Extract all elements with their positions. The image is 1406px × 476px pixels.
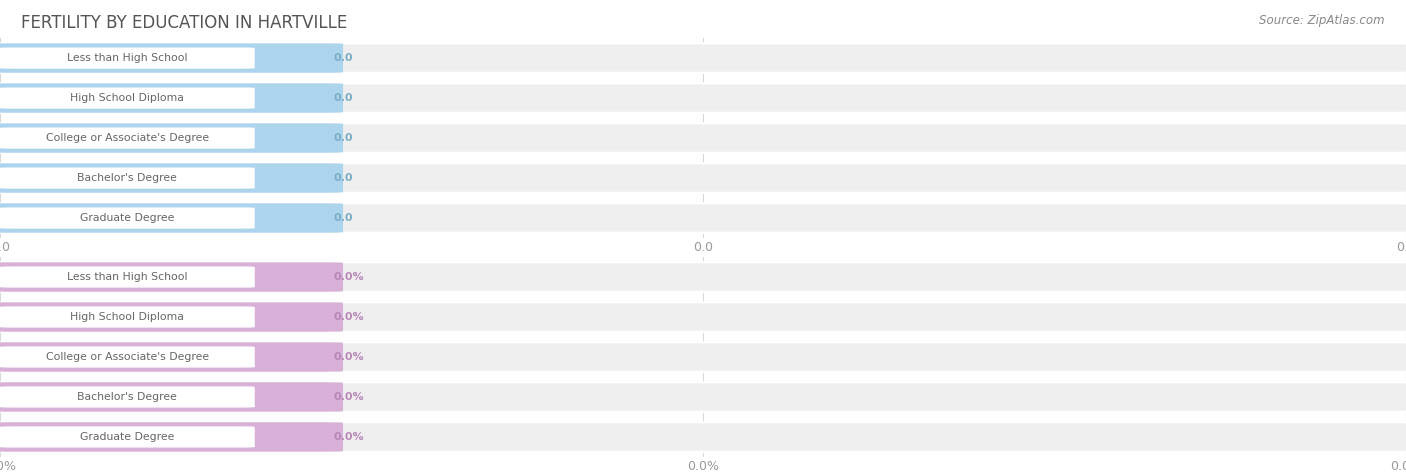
- Text: College or Associate's Degree: College or Associate's Degree: [46, 352, 209, 362]
- FancyBboxPatch shape: [0, 426, 254, 447]
- Text: Bachelor's Degree: Bachelor's Degree: [77, 392, 177, 402]
- FancyBboxPatch shape: [0, 83, 343, 113]
- FancyBboxPatch shape: [0, 347, 254, 367]
- FancyBboxPatch shape: [0, 163, 1406, 193]
- Text: Source: ZipAtlas.com: Source: ZipAtlas.com: [1260, 14, 1385, 27]
- Text: Less than High School: Less than High School: [67, 272, 187, 282]
- FancyBboxPatch shape: [0, 48, 254, 69]
- Text: 0.0: 0.0: [333, 213, 353, 223]
- FancyBboxPatch shape: [0, 203, 1406, 233]
- Text: Less than High School: Less than High School: [67, 53, 187, 63]
- Text: 0.0%: 0.0%: [333, 432, 364, 442]
- FancyBboxPatch shape: [0, 128, 254, 149]
- Text: 0.0%: 0.0%: [333, 392, 364, 402]
- FancyBboxPatch shape: [0, 203, 343, 233]
- Text: Bachelor's Degree: Bachelor's Degree: [77, 173, 177, 183]
- FancyBboxPatch shape: [0, 43, 343, 73]
- Text: 0.0%: 0.0%: [333, 272, 364, 282]
- Text: 0.0: 0.0: [333, 93, 353, 103]
- Text: 0.0: 0.0: [333, 53, 353, 63]
- FancyBboxPatch shape: [0, 302, 1406, 332]
- FancyBboxPatch shape: [0, 382, 343, 412]
- FancyBboxPatch shape: [0, 342, 1406, 372]
- FancyBboxPatch shape: [0, 123, 343, 153]
- FancyBboxPatch shape: [0, 307, 254, 327]
- Text: Graduate Degree: Graduate Degree: [80, 432, 174, 442]
- FancyBboxPatch shape: [0, 422, 343, 452]
- Text: College or Associate's Degree: College or Associate's Degree: [46, 133, 209, 143]
- FancyBboxPatch shape: [0, 123, 1406, 153]
- Text: High School Diploma: High School Diploma: [70, 93, 184, 103]
- Text: 0.0: 0.0: [333, 133, 353, 143]
- Text: Graduate Degree: Graduate Degree: [80, 213, 174, 223]
- FancyBboxPatch shape: [0, 168, 254, 188]
- FancyBboxPatch shape: [0, 302, 343, 332]
- Text: 0.0: 0.0: [333, 173, 353, 183]
- Text: FERTILITY BY EDUCATION IN HARTVILLE: FERTILITY BY EDUCATION IN HARTVILLE: [21, 14, 347, 32]
- Text: 0.0%: 0.0%: [333, 312, 364, 322]
- FancyBboxPatch shape: [0, 387, 254, 407]
- FancyBboxPatch shape: [0, 208, 254, 228]
- FancyBboxPatch shape: [0, 83, 1406, 113]
- FancyBboxPatch shape: [0, 422, 1406, 452]
- Text: 0.0%: 0.0%: [333, 352, 364, 362]
- FancyBboxPatch shape: [0, 88, 254, 109]
- FancyBboxPatch shape: [0, 43, 1406, 73]
- FancyBboxPatch shape: [0, 267, 254, 288]
- FancyBboxPatch shape: [0, 382, 1406, 412]
- Text: High School Diploma: High School Diploma: [70, 312, 184, 322]
- FancyBboxPatch shape: [0, 342, 343, 372]
- FancyBboxPatch shape: [0, 262, 1406, 292]
- FancyBboxPatch shape: [0, 262, 343, 292]
- FancyBboxPatch shape: [0, 163, 343, 193]
